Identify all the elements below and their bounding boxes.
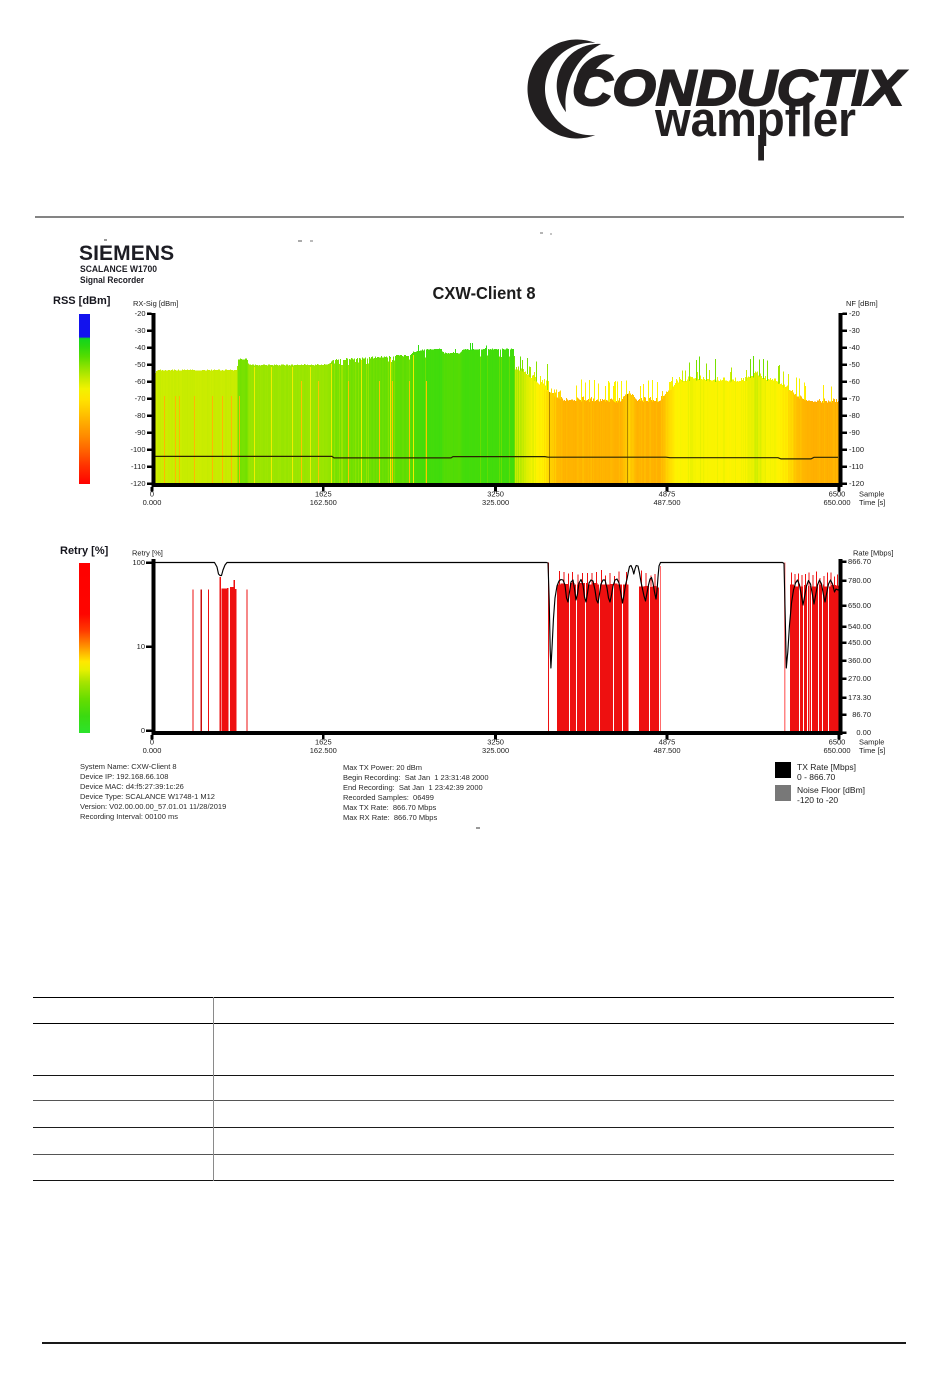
svg-text:0.000: 0.000 — [143, 498, 162, 507]
svg-text:-120: -120 — [849, 479, 864, 488]
svg-text:Sample: Sample — [859, 738, 884, 747]
svg-text:650.000: 650.000 — [823, 746, 850, 755]
svg-text:-80: -80 — [135, 411, 146, 420]
svg-text:173.30: 173.30 — [848, 693, 871, 702]
svg-text:RX-Sig [dBm]: RX-Sig [dBm] — [133, 299, 178, 308]
svg-text:487.500: 487.500 — [653, 498, 680, 507]
svg-text:Rate [Mbps]: Rate [Mbps] — [853, 549, 893, 558]
svg-text:-30: -30 — [135, 326, 146, 335]
svg-text:Time [s]: Time [s] — [859, 746, 885, 755]
svg-text:162.500: 162.500 — [310, 498, 337, 507]
svg-text:450.00: 450.00 — [848, 638, 871, 647]
svg-text:325.000: 325.000 — [482, 746, 509, 755]
svg-text:0: 0 — [150, 490, 154, 499]
svg-text:Sample: Sample — [859, 490, 884, 499]
svg-text:360.00: 360.00 — [848, 656, 871, 665]
svg-text:487.500: 487.500 — [653, 746, 680, 755]
svg-text:0.000: 0.000 — [143, 746, 162, 755]
svg-text:10: 10 — [137, 642, 145, 651]
svg-text:0: 0 — [150, 738, 154, 747]
svg-text:-40: -40 — [849, 343, 860, 352]
svg-text:CONDUCTIX: CONDUCTIX — [572, 60, 907, 116]
svg-text:-20: -20 — [135, 309, 146, 318]
svg-text:3250: 3250 — [487, 738, 504, 747]
svg-text:-110: -110 — [131, 462, 145, 471]
svg-text:6500: 6500 — [829, 490, 846, 499]
svg-text:540.00: 540.00 — [848, 622, 871, 631]
svg-text:-60: -60 — [849, 377, 860, 386]
svg-text:6500: 6500 — [829, 738, 846, 747]
svg-text:-60: -60 — [135, 377, 146, 386]
svg-text:86.70: 86.70 — [852, 710, 871, 719]
svg-text:NF [dBm]: NF [dBm] — [846, 299, 878, 308]
svg-text:-90: -90 — [135, 428, 146, 437]
svg-text:wampfler: wampfler — [654, 93, 856, 147]
svg-text:1625: 1625 — [315, 490, 332, 499]
svg-text:0: 0 — [141, 726, 145, 735]
svg-text:-70: -70 — [849, 394, 860, 403]
svg-text:-50: -50 — [849, 360, 860, 369]
svg-text:3250: 3250 — [487, 490, 504, 499]
svg-text:4875: 4875 — [659, 738, 676, 747]
svg-text:-20: -20 — [849, 309, 860, 318]
svg-text:162.500: 162.500 — [310, 746, 337, 755]
svg-text:-70: -70 — [135, 394, 146, 403]
svg-text:270.00: 270.00 — [848, 674, 871, 683]
svg-text:-30: -30 — [849, 326, 860, 335]
svg-text:0.00: 0.00 — [856, 728, 871, 737]
svg-text:-40: -40 — [135, 343, 146, 352]
svg-text:-80: -80 — [849, 411, 860, 420]
svg-text:-50: -50 — [135, 360, 146, 369]
svg-text:1625: 1625 — [315, 738, 332, 747]
svg-text:650.000: 650.000 — [823, 498, 850, 507]
svg-text:100: 100 — [132, 558, 145, 567]
svg-text:CXW-Client 8: CXW-Client 8 — [433, 283, 536, 303]
svg-text:650.00: 650.00 — [848, 601, 871, 610]
svg-text:780.00: 780.00 — [848, 576, 871, 585]
svg-text:Time [s]: Time [s] — [859, 498, 885, 507]
svg-text:-90: -90 — [849, 428, 860, 437]
svg-text:-100: -100 — [849, 445, 864, 454]
svg-text:325.000: 325.000 — [482, 498, 509, 507]
svg-text:-100: -100 — [130, 445, 145, 454]
svg-text:Retry [%]: Retry [%] — [132, 549, 163, 558]
svg-text:-110: -110 — [849, 462, 863, 471]
svg-text:-120: -120 — [130, 479, 145, 488]
svg-text:4875: 4875 — [659, 490, 676, 499]
svg-text:866.70: 866.70 — [848, 557, 871, 566]
